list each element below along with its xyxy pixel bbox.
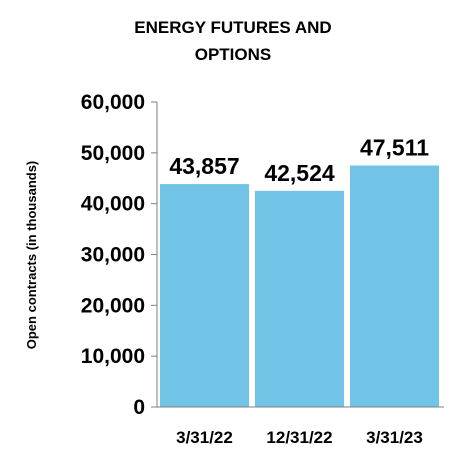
y-tick-label: 10,000 (81, 345, 145, 368)
chart-title-line-2: OPTIONS (194, 45, 272, 64)
y-tick-label: 60,000 (81, 91, 145, 114)
data-label: 47,511 (360, 134, 429, 160)
x-tick-label: 12/31/22 (266, 428, 332, 447)
data-label: 43,857 (169, 153, 239, 179)
y-tick-label: 0 (133, 396, 145, 419)
y-tick-label: 20,000 (81, 294, 145, 317)
chart-title-line-1: ENERGY FUTURES AND (134, 18, 332, 37)
bar (160, 184, 249, 407)
y-axis-title: Open contracts (in thousands) (24, 161, 39, 350)
y-tick-label: 30,000 (81, 244, 145, 267)
data-label: 42,524 (264, 160, 335, 186)
x-tick-label: 3/31/22 (176, 428, 233, 447)
bar (255, 190, 344, 407)
y-tick-label: 40,000 (81, 193, 145, 216)
y-tick-label: 50,000 (81, 142, 145, 165)
chart-title: ENERGY FUTURES AND OPTIONS (0, 14, 466, 68)
bar (350, 165, 439, 407)
x-tick-label: 3/31/23 (366, 428, 423, 447)
